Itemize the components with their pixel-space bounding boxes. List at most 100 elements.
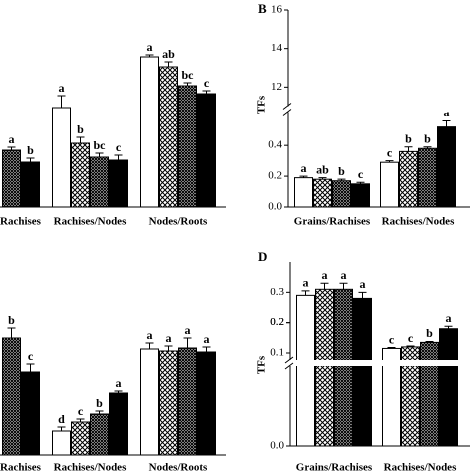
error-bar bbox=[423, 146, 432, 149]
significance-label: a bbox=[147, 40, 153, 54]
error-bar bbox=[444, 325, 453, 329]
error-bar bbox=[299, 175, 308, 178]
significance-label: c bbox=[387, 145, 393, 159]
bar bbox=[2, 149, 21, 208]
bar bbox=[420, 341, 439, 447]
error-bar bbox=[356, 181, 365, 184]
error-bar bbox=[202, 90, 211, 94]
bar bbox=[197, 93, 216, 208]
axis-break bbox=[282, 106, 470, 113]
significance-label: bc bbox=[182, 68, 195, 82]
y-tick-label: 0.3 bbox=[270, 286, 284, 298]
y-tick-label: 0.4 bbox=[268, 139, 282, 151]
axis-break-mark bbox=[282, 103, 292, 116]
x-tick-label: Rachises/Nodes bbox=[54, 462, 127, 474]
significance-label: a bbox=[166, 331, 172, 345]
x-tick-label: Rachises bbox=[0, 462, 42, 474]
x-tick-label: Rachises/Nodes bbox=[382, 216, 455, 228]
error-bar bbox=[57, 95, 66, 108]
significance-label: a bbox=[204, 332, 210, 346]
bar bbox=[71, 421, 90, 456]
significance-label: c bbox=[28, 349, 34, 363]
error-bar bbox=[183, 82, 192, 86]
significance-label: a bbox=[446, 311, 452, 325]
y-axis-title: TFs bbox=[256, 355, 268, 374]
error-bar bbox=[114, 154, 123, 160]
significance-label: b bbox=[27, 143, 34, 157]
bar bbox=[178, 85, 197, 208]
significance-label: b bbox=[96, 396, 103, 410]
error-bar bbox=[202, 346, 211, 352]
significance-label: b bbox=[77, 122, 84, 136]
bar bbox=[140, 348, 159, 456]
significance-label: a bbox=[147, 328, 153, 342]
significance-label: a bbox=[341, 268, 347, 282]
significance-label: b bbox=[8, 313, 15, 327]
significance-label: c bbox=[389, 332, 395, 346]
axis-break-mark bbox=[284, 356, 294, 370]
error-bar bbox=[164, 61, 173, 67]
error-bar bbox=[320, 282, 329, 290]
panel-label: D bbox=[258, 249, 267, 264]
bar bbox=[399, 150, 418, 208]
error-bar bbox=[7, 327, 16, 338]
x-tick-label: Grains/Rachises bbox=[296, 462, 373, 474]
x-tick-label: Rachises bbox=[0, 216, 42, 228]
y-tick-label: 0.1 bbox=[270, 347, 284, 359]
bar bbox=[52, 107, 71, 208]
error-bar bbox=[164, 345, 173, 351]
bar bbox=[90, 156, 109, 208]
bar bbox=[21, 371, 40, 456]
bar bbox=[418, 147, 437, 208]
significance-label: a bbox=[322, 268, 328, 282]
significance-label: b bbox=[405, 131, 412, 145]
significance-label: c bbox=[408, 331, 414, 345]
bar bbox=[313, 178, 332, 208]
bar bbox=[294, 177, 313, 208]
significance-label: a bbox=[9, 132, 15, 146]
significance-label: a bbox=[360, 277, 366, 291]
error-bar bbox=[57, 426, 66, 431]
significance-label: c bbox=[116, 140, 122, 154]
error-bar bbox=[145, 54, 154, 57]
x-tick-label: Rachises/Nodes bbox=[54, 216, 127, 228]
error-bar bbox=[406, 345, 415, 347]
significance-label: c bbox=[78, 404, 84, 418]
significance-label: a bbox=[185, 323, 191, 337]
error-bar bbox=[339, 282, 348, 290]
bar bbox=[296, 294, 315, 447]
y-tick-label: 14 bbox=[271, 42, 283, 54]
error-bar bbox=[95, 410, 104, 414]
bar bbox=[437, 126, 456, 208]
error-bar bbox=[145, 342, 154, 349]
error-bar bbox=[301, 290, 310, 296]
error-bar bbox=[358, 291, 367, 299]
significance-label: ab bbox=[162, 47, 175, 61]
significance-label: a bbox=[303, 276, 309, 290]
bar bbox=[380, 161, 399, 208]
significance-label: a bbox=[59, 81, 65, 95]
significance-label: a bbox=[301, 161, 307, 175]
y-tick-label: 0.0 bbox=[268, 201, 282, 213]
bar bbox=[197, 351, 216, 456]
significance-label: b bbox=[424, 131, 431, 145]
y-tick-label: 0.2 bbox=[270, 316, 284, 328]
bar bbox=[159, 66, 178, 208]
significance-label: c bbox=[358, 167, 364, 181]
bar bbox=[159, 350, 178, 456]
error-bar bbox=[76, 418, 85, 422]
y-tick-label: 0.2 bbox=[268, 170, 282, 182]
significance-label: a bbox=[116, 376, 122, 390]
bar bbox=[332, 180, 351, 208]
bar bbox=[140, 56, 159, 208]
significance-label: b bbox=[338, 164, 345, 178]
bar bbox=[351, 183, 370, 208]
error-bar bbox=[425, 340, 434, 343]
x-tick-label: Nodes/Roots bbox=[149, 216, 208, 228]
bar bbox=[90, 413, 109, 456]
y-tick-label: 0.2 bbox=[270, 316, 284, 328]
panel-label: B bbox=[258, 1, 267, 16]
bar bbox=[315, 288, 334, 447]
bar bbox=[71, 142, 90, 208]
